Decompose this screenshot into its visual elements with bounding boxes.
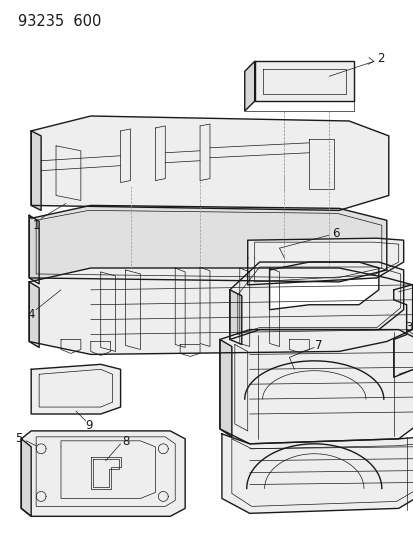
- Polygon shape: [21, 431, 185, 516]
- Polygon shape: [254, 61, 353, 101]
- Polygon shape: [29, 215, 39, 284]
- Text: 93235  600: 93235 600: [18, 14, 101, 29]
- Text: 9: 9: [85, 419, 93, 432]
- Polygon shape: [244, 61, 254, 111]
- Polygon shape: [221, 434, 413, 513]
- Text: 5: 5: [16, 432, 23, 446]
- Polygon shape: [219, 329, 413, 444]
- Text: 4: 4: [27, 308, 35, 321]
- Text: 2: 2: [376, 52, 384, 65]
- Polygon shape: [29, 268, 412, 354]
- Text: 6: 6: [332, 227, 339, 240]
- Polygon shape: [31, 116, 388, 211]
- Text: 1: 1: [32, 219, 40, 232]
- Text: 7: 7: [315, 339, 322, 352]
- Polygon shape: [29, 205, 386, 282]
- Polygon shape: [393, 283, 413, 377]
- Text: 3: 3: [404, 321, 411, 334]
- Polygon shape: [269, 262, 378, 310]
- Polygon shape: [229, 262, 403, 340]
- Polygon shape: [247, 238, 403, 285]
- Text: 8: 8: [121, 435, 129, 448]
- Polygon shape: [21, 439, 31, 516]
- Polygon shape: [229, 290, 241, 344]
- Polygon shape: [31, 131, 41, 211]
- Polygon shape: [29, 282, 39, 348]
- Polygon shape: [31, 365, 120, 414]
- Polygon shape: [219, 340, 231, 437]
